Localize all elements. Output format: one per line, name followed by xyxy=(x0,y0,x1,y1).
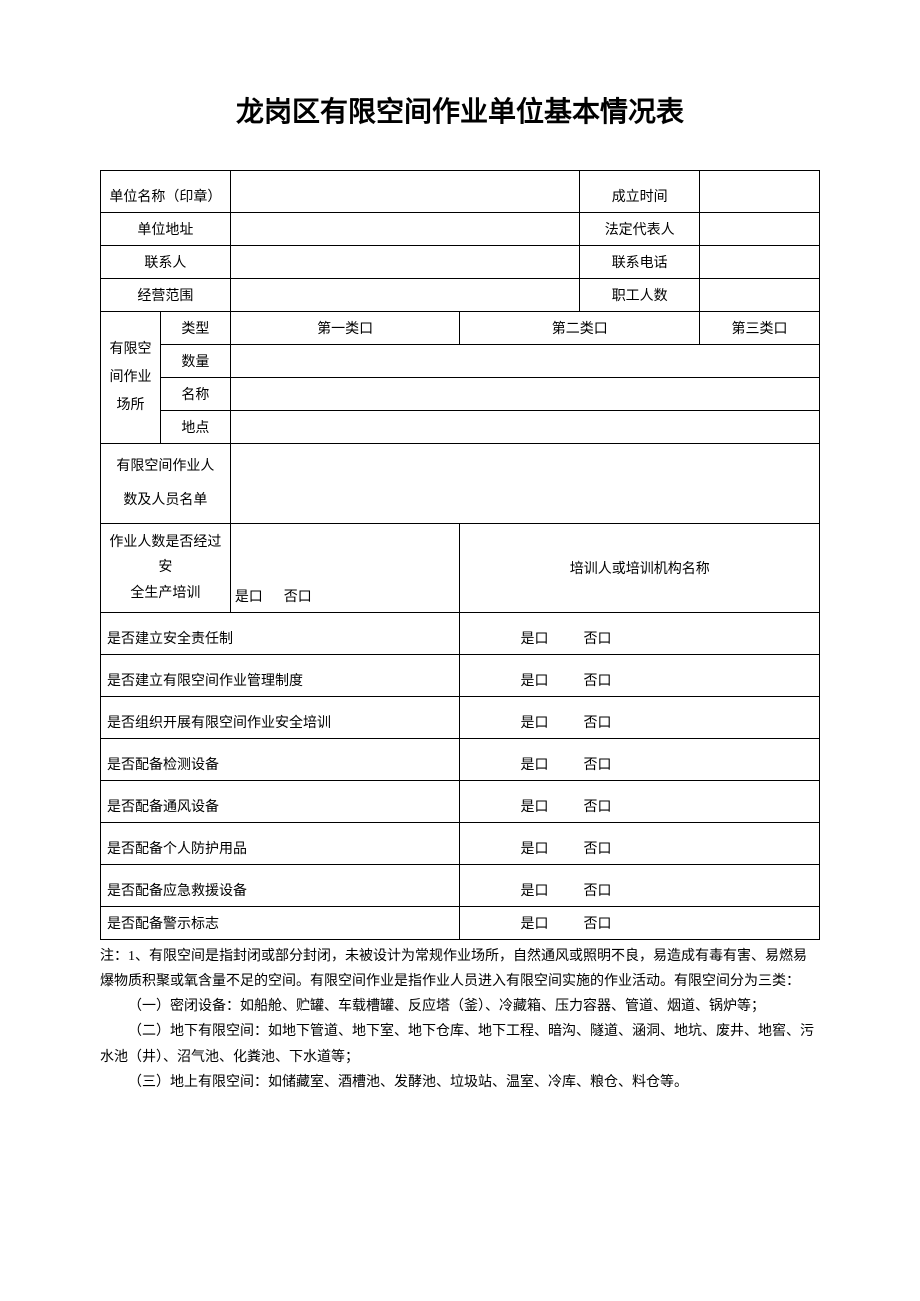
note-p2: （一）密闭设备：如船舱、贮罐、车载槽罐、反应塔（釜）、冷藏箱、压力容器、管道、烟… xyxy=(100,994,820,1019)
field-quantity[interactable] xyxy=(230,345,819,378)
label-personnel: 有限空间作业人数及人员名单 xyxy=(101,444,231,524)
field-q5-yn[interactable]: 是口 否口 xyxy=(460,780,820,822)
label-contact: 联系人 xyxy=(101,246,231,279)
label-q5: 是否配备通风设备 xyxy=(101,780,460,822)
notes-section: 注：1、有限空间是指封闭或部分封闭，未被设计为常规作业场所，自然通风或照明不良，… xyxy=(100,944,820,1095)
label-q7: 是否配备应急救援设备 xyxy=(101,864,460,906)
field-location[interactable] xyxy=(230,411,819,444)
label-q3: 是否组织开展有限空间作业安全培训 xyxy=(101,696,460,738)
field-q4-yn[interactable]: 是口 否口 xyxy=(460,738,820,780)
label-workplace: 有限空间作业场所 xyxy=(101,312,161,444)
field-q7-yn[interactable]: 是口 否口 xyxy=(460,864,820,906)
form-table: 单位名称（印章） 成立时间 单位地址 法定代表人 联系人 联系电话 经营范围 职… xyxy=(100,170,820,940)
label-q2: 是否建立有限空间作业管理制度 xyxy=(101,654,460,696)
field-phone[interactable] xyxy=(700,246,820,279)
field-q1-yn[interactable]: 是口 否口 xyxy=(460,612,820,654)
field-training-yn[interactable]: 是口 否口 xyxy=(230,524,460,613)
label-type: 类型 xyxy=(160,312,230,345)
label-q6: 是否配备个人防护用品 xyxy=(101,822,460,864)
note-p4: （三）地上有限空间：如储藏室、酒槽池、发酵池、垃圾站、温室、冷库、粮仓、料仓等。 xyxy=(100,1070,820,1095)
field-q2-yn[interactable]: 是口 否口 xyxy=(460,654,820,696)
label-trainer: 培训人或培训机构名称 xyxy=(460,524,820,613)
field-contact[interactable] xyxy=(230,246,579,279)
field-q3-yn[interactable]: 是口 否口 xyxy=(460,696,820,738)
field-scope[interactable] xyxy=(230,279,579,312)
note-p1: 注：1、有限空间是指封闭或部分封闭，未被设计为常规作业场所，自然通风或照明不良，… xyxy=(100,944,820,994)
label-employees: 职工人数 xyxy=(580,279,700,312)
field-address[interactable] xyxy=(230,213,579,246)
label-legal-rep: 法定代表人 xyxy=(580,213,700,246)
checkbox-type2[interactable]: 第二类口 xyxy=(460,312,700,345)
field-employees[interactable] xyxy=(700,279,820,312)
checkbox-type3[interactable]: 第三类口 xyxy=(700,312,820,345)
field-name[interactable] xyxy=(230,378,819,411)
field-legal-rep[interactable] xyxy=(700,213,820,246)
field-unit-name[interactable] xyxy=(230,171,579,213)
label-est-time: 成立时间 xyxy=(580,171,700,213)
label-q8: 是否配备警示标志 xyxy=(101,906,460,939)
label-quantity: 数量 xyxy=(160,345,230,378)
label-phone: 联系电话 xyxy=(580,246,700,279)
label-q1: 是否建立安全责任制 xyxy=(101,612,460,654)
label-q4: 是否配备检测设备 xyxy=(101,738,460,780)
label-location: 地点 xyxy=(160,411,230,444)
note-p3: （二）地下有限空间：如地下管道、地下室、地下仓库、地下工程、暗沟、隧道、涵洞、地… xyxy=(100,1019,820,1069)
field-q6-yn[interactable]: 是口 否口 xyxy=(460,822,820,864)
page-title: 龙岗区有限空间作业单位基本情况表 xyxy=(100,90,820,130)
label-address: 单位地址 xyxy=(101,213,231,246)
label-training-q: 作业人数是否经过安全生产培训 xyxy=(101,524,231,613)
field-personnel[interactable] xyxy=(230,444,819,524)
label-scope: 经营范围 xyxy=(101,279,231,312)
field-q8-yn[interactable]: 是口 否口 xyxy=(460,906,820,939)
checkbox-type1[interactable]: 第一类口 xyxy=(230,312,460,345)
label-name: 名称 xyxy=(160,378,230,411)
field-est-time[interactable] xyxy=(700,171,820,213)
label-unit-name: 单位名称（印章） xyxy=(101,171,231,213)
